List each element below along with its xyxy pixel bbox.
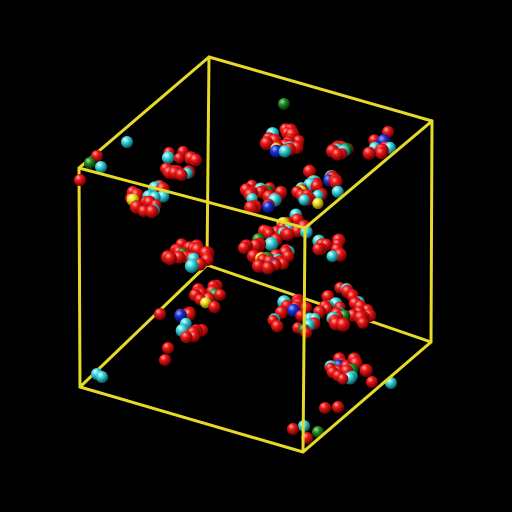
box-edge xyxy=(303,119,434,230)
atom xyxy=(298,194,310,206)
atom xyxy=(359,363,373,377)
box-edge xyxy=(78,385,305,454)
atom xyxy=(145,204,159,219)
atom xyxy=(312,197,324,210)
atom xyxy=(214,289,226,301)
atom xyxy=(332,401,344,413)
atom xyxy=(264,237,279,251)
atom xyxy=(74,174,86,186)
atom xyxy=(337,373,349,385)
atom xyxy=(319,402,331,414)
atom xyxy=(95,161,107,173)
box-edge xyxy=(429,119,434,344)
atom xyxy=(262,201,275,214)
atom xyxy=(237,241,251,255)
box-edge xyxy=(77,55,211,170)
atom xyxy=(208,300,221,314)
simulation-box-front-edges xyxy=(77,119,434,454)
simulation-box-back-edges xyxy=(77,55,434,389)
box-edge xyxy=(205,55,211,267)
atom xyxy=(173,152,185,164)
atom xyxy=(366,376,378,388)
atom xyxy=(281,228,295,241)
atom xyxy=(303,164,316,178)
box-edge xyxy=(205,263,433,344)
atom xyxy=(331,148,344,161)
atom xyxy=(84,157,96,169)
atom xyxy=(287,423,299,435)
atom xyxy=(162,342,174,354)
atom xyxy=(184,259,199,273)
atom xyxy=(159,354,171,366)
atom xyxy=(180,331,193,344)
atom xyxy=(269,144,283,158)
atom xyxy=(362,146,376,160)
atom xyxy=(249,238,263,253)
atom xyxy=(244,200,258,215)
atom xyxy=(312,243,325,256)
atom xyxy=(175,168,188,182)
box-edge xyxy=(78,263,209,389)
atom xyxy=(259,136,274,151)
atom xyxy=(96,371,108,383)
atom xyxy=(300,326,313,339)
atom xyxy=(189,153,203,167)
box-edge xyxy=(301,340,433,454)
atom xyxy=(163,251,177,266)
atom xyxy=(261,261,275,275)
atom xyxy=(330,176,343,189)
atom xyxy=(271,320,284,333)
atom xyxy=(161,151,175,164)
box-edge xyxy=(207,55,434,123)
atom xyxy=(357,317,369,329)
atom xyxy=(336,317,351,332)
atom xyxy=(326,250,339,263)
atom xyxy=(278,145,292,158)
atom xyxy=(278,98,290,110)
atom xyxy=(121,136,133,148)
atom xyxy=(154,308,166,320)
atom xyxy=(331,185,344,198)
box-edge xyxy=(77,166,82,389)
atom xyxy=(375,146,388,160)
atom-layer xyxy=(74,98,397,444)
box-edge xyxy=(301,226,307,454)
box-edge xyxy=(77,166,307,230)
